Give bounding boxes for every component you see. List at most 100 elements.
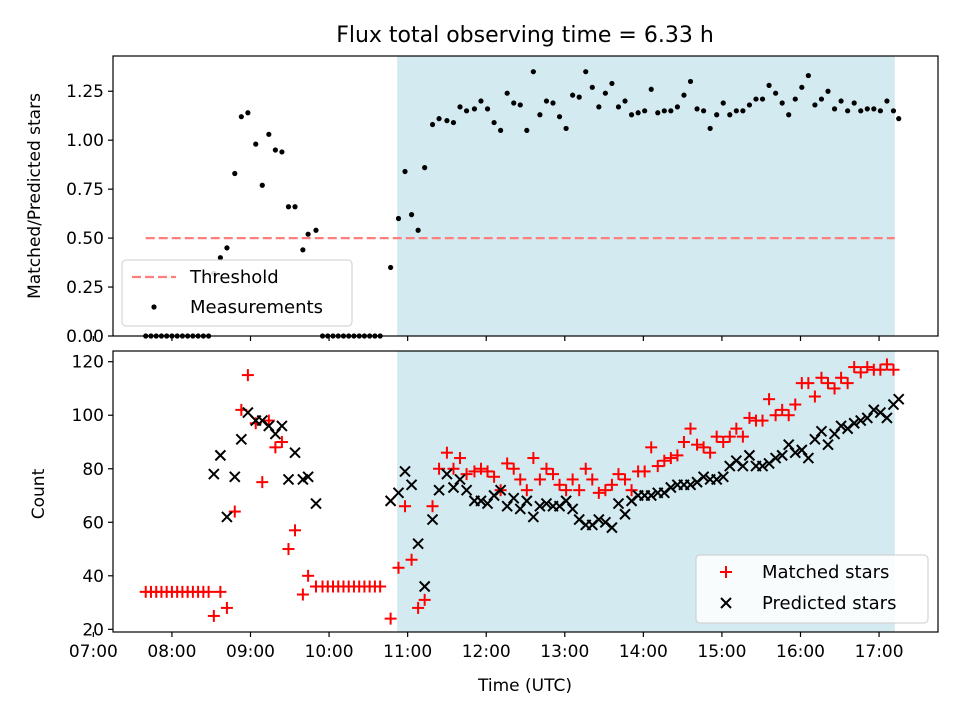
bottom-legend-box: [695, 554, 929, 624]
matched-star-point: [723, 430, 736, 443]
legend-predicted-label: Predicted stars: [762, 593, 896, 614]
predicted-star-point: [392, 487, 405, 499]
measurement-point: [609, 80, 615, 87]
bottom-y-tick-label: 40: [82, 567, 104, 587]
predicted-star-point: [521, 495, 533, 507]
measurement-point: [655, 110, 661, 116]
matched-star-point: [426, 500, 439, 513]
matched-star-point: [207, 609, 220, 622]
measurement-point: [402, 168, 408, 175]
top-axes-frame: [112, 55, 939, 337]
predicted-star-point: [848, 417, 860, 429]
matched-star-point: [841, 377, 854, 390]
chart-title: Flux total observing time = 6.33 h: [336, 23, 714, 48]
top-y-tick-label: 1.00: [66, 131, 104, 151]
predicted-star-point: [460, 484, 473, 496]
matched-star-point: [560, 484, 573, 497]
measurement-point: [530, 69, 536, 75]
matched-star-point: [302, 569, 315, 582]
matched-star-point: [782, 409, 795, 422]
measurement-point: [812, 102, 818, 108]
measurement-point: [511, 100, 517, 106]
measurement-point: [395, 215, 402, 222]
measurement-point: [292, 204, 298, 210]
matched-star-point: [789, 398, 802, 411]
top-y-ticks: 0.00 0.25 0.50 0.75 1.00 1.25: [66, 82, 113, 347]
bottom-y-axis-label: Count: [29, 468, 49, 519]
matched-star-point: [828, 382, 841, 395]
predicted-star-point: [405, 479, 418, 491]
matched-star-point: [605, 478, 618, 491]
measurement-point: [727, 112, 733, 118]
top-y-tick-label: 0.25: [66, 278, 104, 298]
predicted-star-point: [208, 468, 220, 480]
matched-star-point: [520, 484, 533, 497]
measurement-point: [694, 106, 700, 112]
matched-star-point: [573, 484, 586, 497]
matched-star-point: [802, 377, 815, 390]
predicted-star-point: [822, 438, 834, 451]
matched-star-point: [547, 468, 559, 481]
matched-star-point: [405, 553, 418, 566]
matched-star-point: [664, 452, 677, 465]
predicted-star-point: [776, 449, 788, 462]
predicted-star-point: [412, 537, 424, 550]
measurement-point: [877, 108, 883, 114]
predicted-star-point: [697, 471, 710, 483]
matched-star-point: [384, 612, 397, 625]
matched-star-point: [822, 377, 834, 390]
matched-star-point: [756, 414, 769, 427]
measurement-point: [700, 108, 707, 114]
measurement-point: [871, 106, 877, 112]
matched-star-point: [736, 430, 749, 443]
measurement-point: [563, 125, 569, 132]
matched-star-point: [507, 462, 520, 475]
measurement-point: [720, 100, 726, 106]
x-tick-label: 10:00: [305, 642, 354, 662]
predicted-star-point: [743, 449, 756, 462]
predicted-star-point: [494, 484, 507, 496]
matched-star-point: [887, 363, 900, 376]
matched-star-point: [220, 601, 233, 614]
matched-star-point: [704, 446, 717, 459]
measurement-point: [661, 108, 667, 114]
predicted-star-point: [475, 495, 487, 507]
predicted-star-point: [441, 468, 453, 480]
predicted-star-point: [433, 484, 445, 496]
matched-star-point: [256, 476, 269, 489]
predicted-star-point: [828, 428, 841, 440]
predicted-star-point: [796, 444, 808, 456]
x-tick-label: 07:00: [69, 642, 118, 662]
matched-star-point: [514, 473, 527, 486]
measurement-point: [570, 92, 576, 98]
matched-star-point: [468, 465, 481, 478]
measurement-point: [746, 102, 753, 108]
measurement-point: [504, 90, 510, 96]
predicted-star-point: [501, 500, 513, 512]
measurement-point: [537, 112, 543, 118]
matched-star-point: [566, 473, 579, 486]
predicted-star-point: [815, 425, 828, 437]
bottom-y-tick-label: 60: [82, 513, 104, 533]
matched-star-point: [553, 478, 566, 491]
bottom-y-tick-label: 100: [72, 406, 104, 426]
measurement-point: [491, 119, 497, 126]
predicted-star-point: [527, 511, 540, 523]
predicted-star-point: [737, 460, 749, 472]
measurement-point: [408, 212, 415, 218]
measurement-point: [589, 84, 595, 90]
measurement-point: [773, 90, 779, 96]
matched-star-point: [241, 369, 254, 382]
matched-star-point: [638, 465, 651, 478]
predicted-star-point: [612, 497, 625, 510]
measurement-point: [759, 96, 766, 102]
measurement-point: [259, 182, 265, 188]
predicted-star-point: [645, 489, 657, 502]
matched-star-point: [579, 462, 592, 475]
measurement-point: [279, 149, 285, 155]
matched-star-point: [769, 409, 782, 422]
bottom-axes-frame: [112, 350, 939, 633]
measurement-point: [733, 108, 739, 114]
measurement-point: [232, 170, 238, 177]
measurements-series: [143, 69, 902, 339]
